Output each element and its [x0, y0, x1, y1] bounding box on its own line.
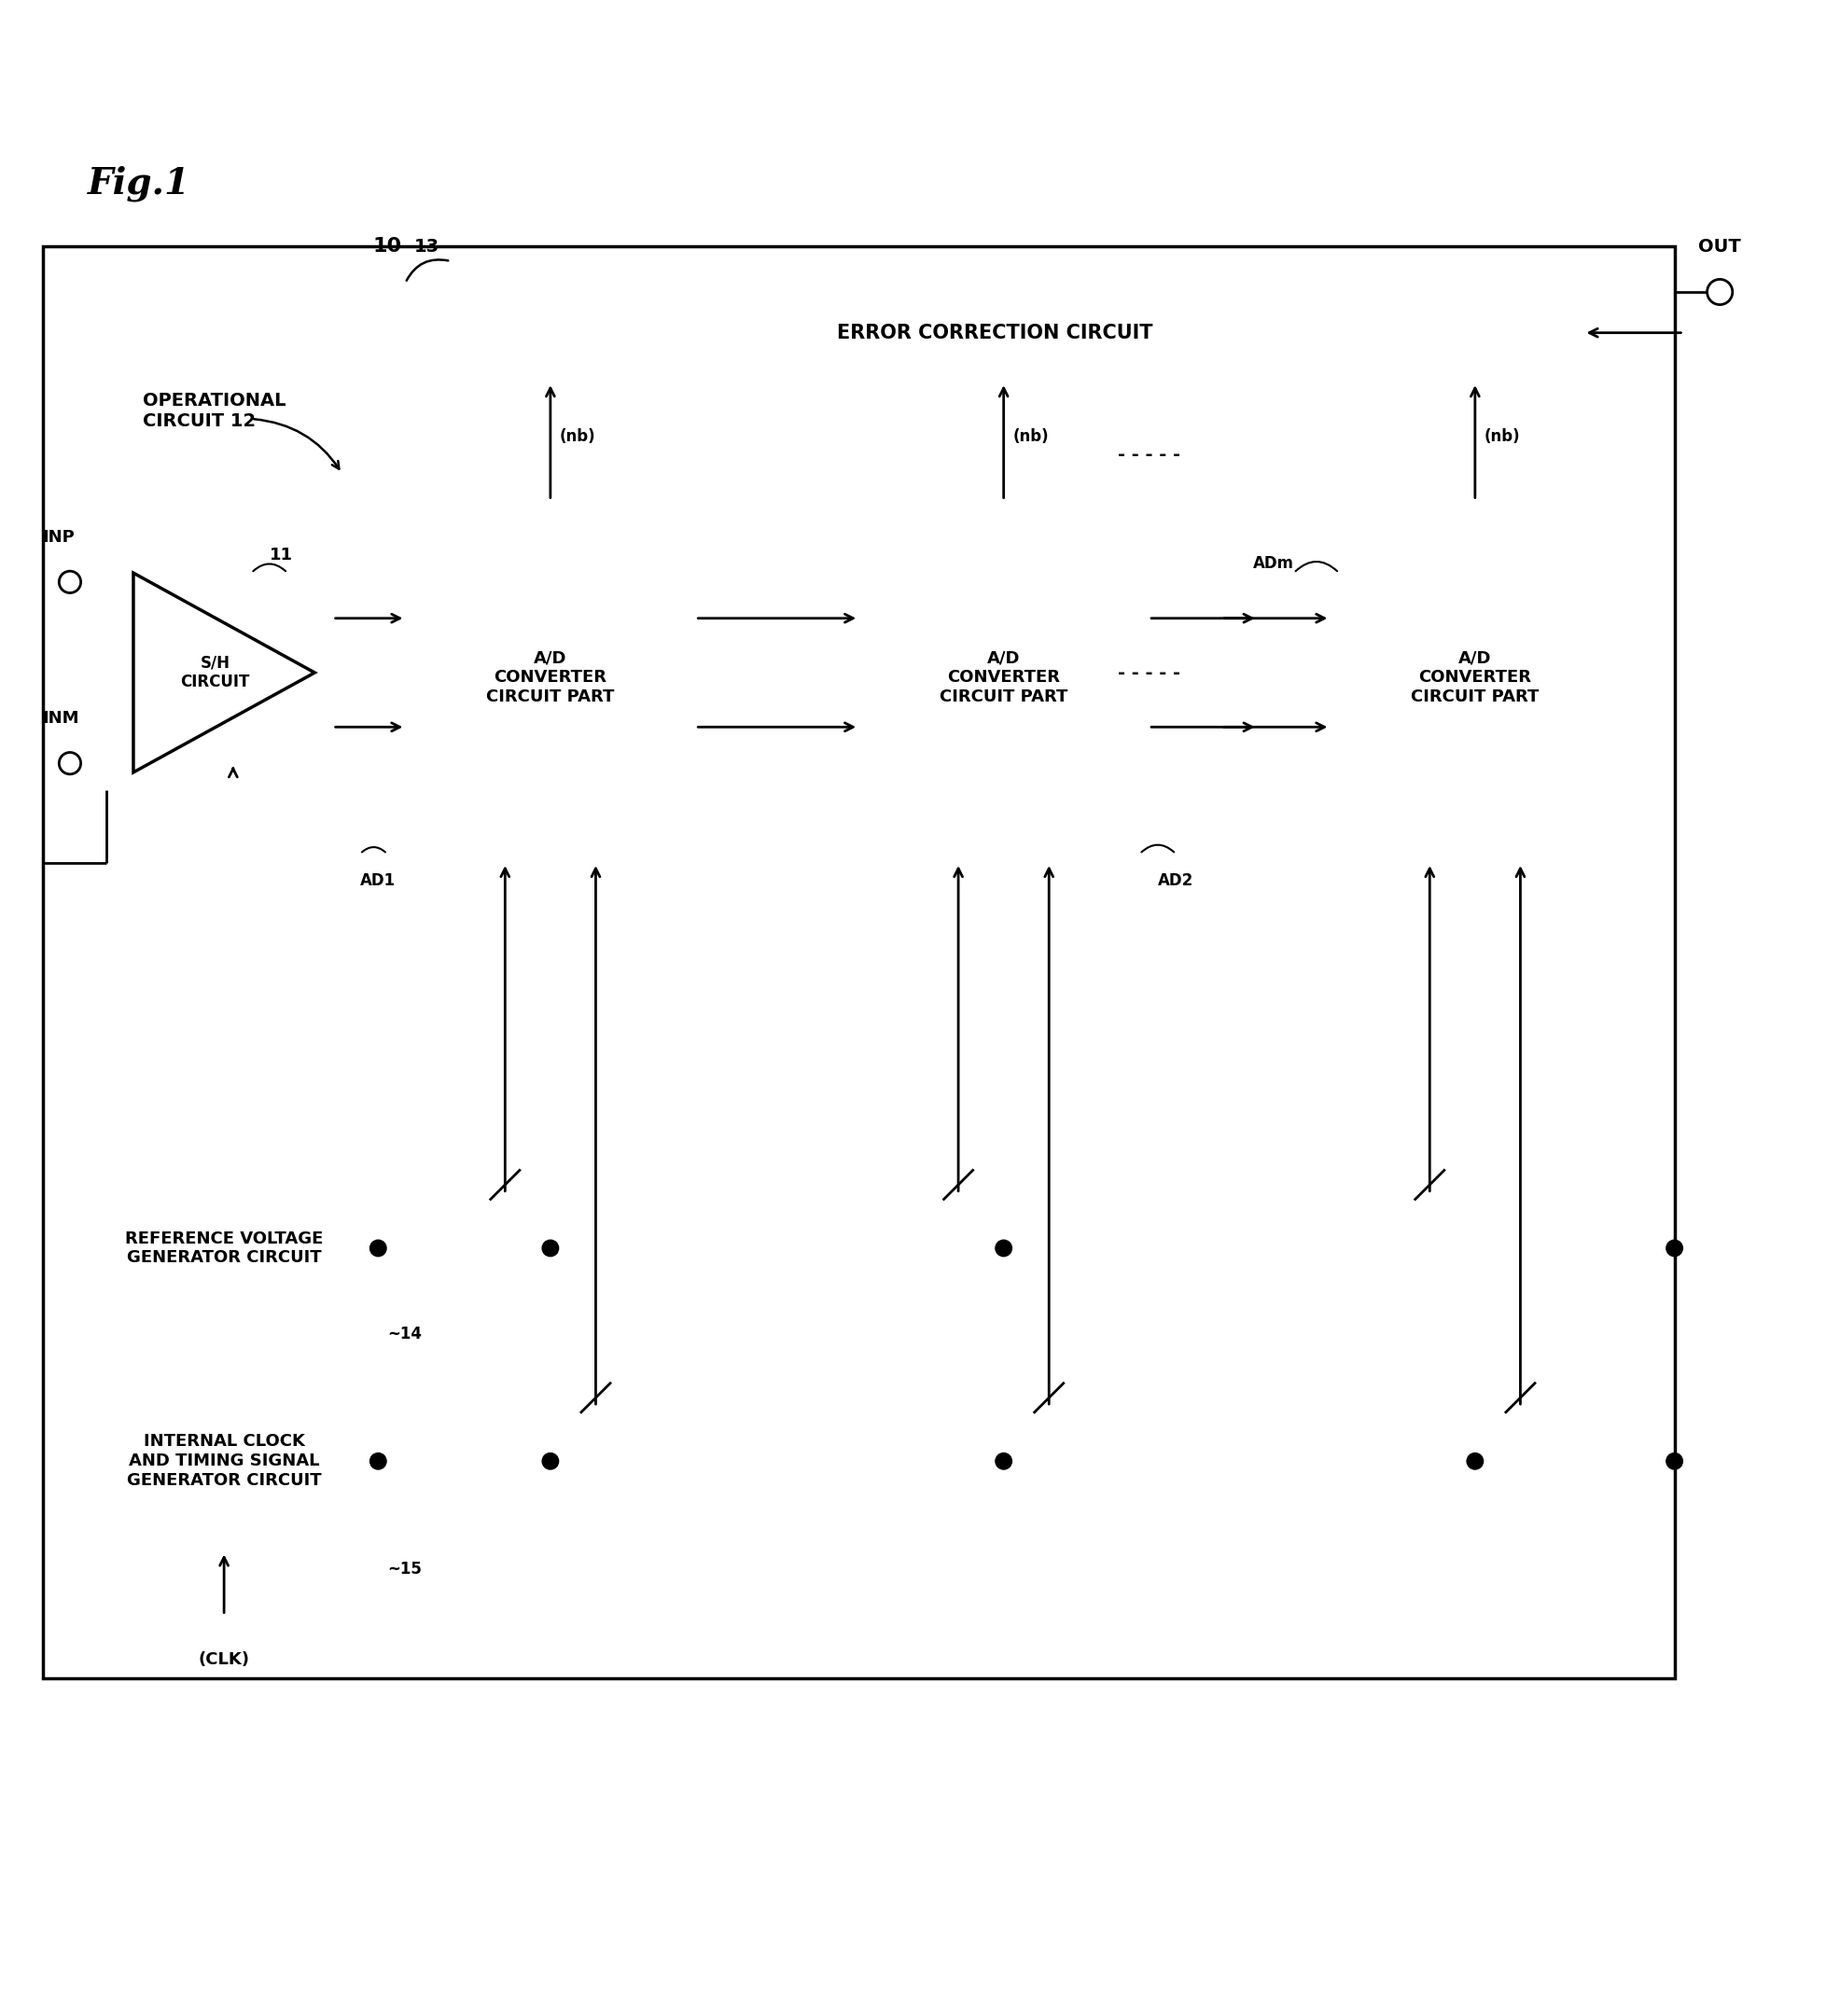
- Bar: [405, 510, 696, 845]
- Text: - - - - -: - - - - -: [1118, 446, 1180, 464]
- Circle shape: [542, 1454, 559, 1470]
- Text: (CLK): (CLK): [199, 1651, 250, 1669]
- Bar: [69, 1371, 378, 1552]
- Text: - - - - -: - - - - -: [1118, 663, 1180, 681]
- Text: 13: 13: [415, 238, 440, 256]
- Text: A/D
CONVERTER
CIRCUIT PART: A/D CONVERTER CIRCUIT PART: [940, 649, 1068, 706]
- Circle shape: [371, 1240, 387, 1256]
- Circle shape: [995, 1454, 1012, 1470]
- Text: ADm: ADm: [1253, 556, 1295, 573]
- Text: S/H
CIRCUIT: S/H CIRCUIT: [181, 655, 250, 691]
- Text: REFERENCE VOLTAGE
GENERATOR CIRCUIT: REFERENCE VOLTAGE GENERATOR CIRCUIT: [124, 1230, 323, 1266]
- Text: OPERATIONAL
CIRCUIT 12: OPERATIONAL CIRCUIT 12: [142, 391, 285, 429]
- Text: ~15: ~15: [387, 1560, 422, 1579]
- Bar: [1329, 510, 1620, 845]
- Circle shape: [542, 1240, 559, 1256]
- Text: ERROR CORRECTION CIRCUIT: ERROR CORRECTION CIRCUIT: [836, 323, 1152, 343]
- Text: INTERNAL CLOCK
AND TIMING SIGNAL
GENERATOR CIRCUIT: INTERNAL CLOCK AND TIMING SIGNAL GENERAT…: [126, 1433, 321, 1490]
- Text: OUT: OUT: [1698, 238, 1742, 256]
- Text: ~14: ~14: [387, 1325, 422, 1343]
- Text: (nb): (nb): [559, 429, 595, 446]
- Text: (nb): (nb): [1485, 429, 1521, 446]
- Text: AD1: AD1: [360, 873, 396, 889]
- Text: 10: 10: [373, 238, 402, 256]
- Bar: [341, 419, 1647, 863]
- Text: 11: 11: [270, 546, 292, 564]
- Circle shape: [1667, 1454, 1682, 1470]
- Text: A/D
CONVERTER
CIRCUIT PART: A/D CONVERTER CIRCUIT PART: [1411, 649, 1539, 706]
- Circle shape: [371, 1454, 387, 1470]
- Bar: [858, 510, 1149, 845]
- Circle shape: [1667, 1240, 1682, 1256]
- Bar: [69, 1179, 378, 1316]
- Text: Fig.1: Fig.1: [88, 165, 190, 202]
- Bar: [405, 282, 1583, 383]
- Text: A/D
CONVERTER
CIRCUIT PART: A/D CONVERTER CIRCUIT PART: [486, 649, 615, 706]
- Text: AD2: AD2: [1158, 873, 1194, 889]
- Circle shape: [995, 1240, 1012, 1256]
- Bar: [42, 246, 1674, 1679]
- Circle shape: [1466, 1454, 1483, 1470]
- Text: INM: INM: [42, 710, 80, 728]
- Text: (nb): (nb): [1013, 429, 1048, 446]
- Text: INP: INP: [42, 528, 75, 546]
